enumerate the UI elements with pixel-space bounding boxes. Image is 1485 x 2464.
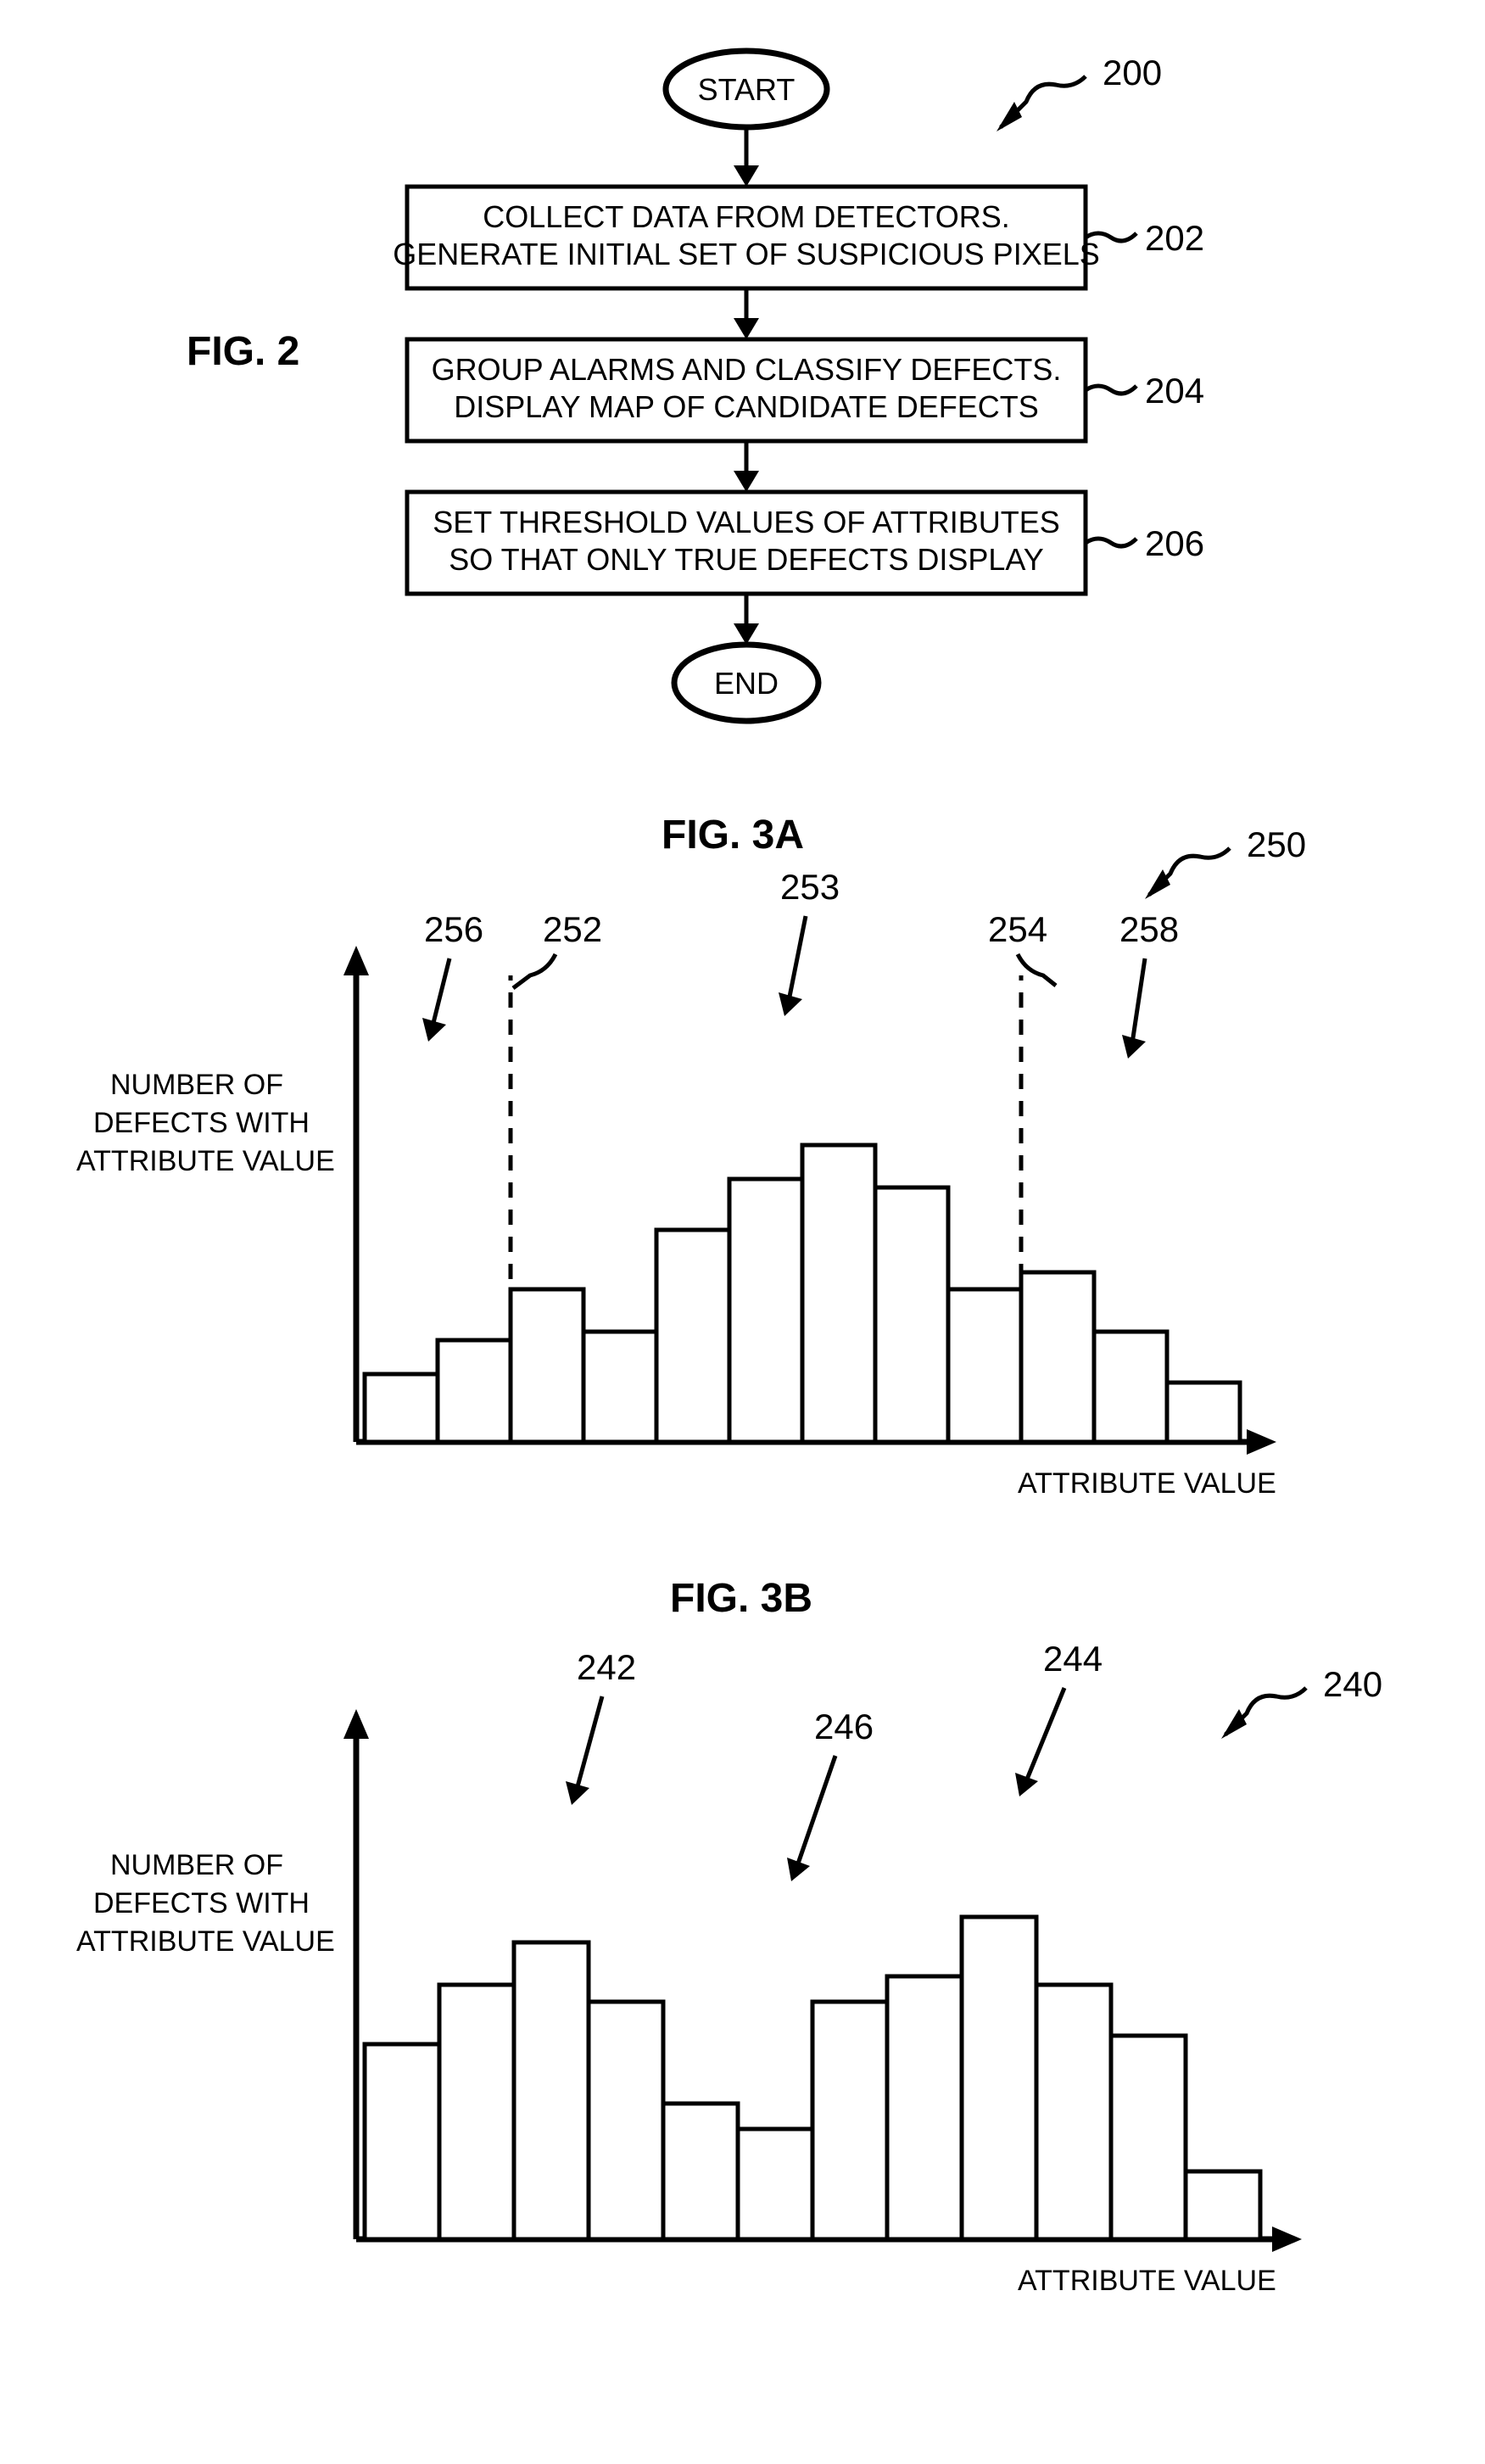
fig3a-bar bbox=[438, 1340, 511, 1442]
fig3a-bar bbox=[948, 1289, 1021, 1442]
svg-text:250: 250 bbox=[1247, 824, 1306, 864]
fig3a-bars bbox=[365, 1145, 1240, 1442]
fig3a-bar bbox=[1094, 1332, 1167, 1442]
svg-text:246: 246 bbox=[814, 1707, 874, 1746]
fig3a-bar bbox=[365, 1374, 438, 1442]
svg-text:ATTRIBUTE VALUE: ATTRIBUTE VALUE bbox=[76, 1145, 335, 1177]
fig2-label: FIG. 2 bbox=[187, 329, 299, 374]
svg-text:206: 206 bbox=[1145, 523, 1204, 563]
fig3b-ref-246: 246 bbox=[787, 1707, 874, 1881]
svg-text:NUMBER OF: NUMBER OF bbox=[110, 1069, 283, 1101]
fig3b-bar bbox=[738, 2129, 812, 2239]
fig3a-label: FIG. 3A bbox=[662, 813, 804, 858]
fig3b-bar bbox=[1186, 2171, 1260, 2239]
fig3b-bar bbox=[887, 1976, 962, 2239]
svg-text:258: 258 bbox=[1119, 909, 1179, 949]
fig3a-ref-252: 252 bbox=[513, 909, 602, 988]
fig3b-chart: FIG. 3B 240 242 246 244 bbox=[76, 1576, 1382, 2297]
fig3a-ylabel: NUMBER OF DEFECTS WITH ATTRIBUTE VALUE bbox=[76, 1069, 335, 1177]
fig3a-ref-254: 254 bbox=[988, 909, 1056, 986]
fig3a-bar bbox=[802, 1145, 875, 1442]
fig3b-ylabel: NUMBER OF DEFECTS WITH ATTRIBUTE VALUE bbox=[76, 1849, 335, 1958]
fig2-flowchart: FIG. 2 START 200 COLLECT DATA FROM DETEC… bbox=[187, 51, 1204, 721]
svg-text:253: 253 bbox=[780, 867, 840, 907]
fig3b-ref-244: 244 bbox=[1015, 1639, 1103, 1796]
fig2-step-2-line2: DISPLAY MAP OF CANDIDATE DEFECTS bbox=[454, 389, 1038, 424]
fig3b-bar bbox=[812, 2002, 887, 2239]
fig3b-bar bbox=[1036, 1985, 1111, 2239]
svg-text:256: 256 bbox=[424, 909, 483, 949]
fig3a-ref-253: 253 bbox=[779, 867, 840, 1016]
fig2-step-3-line1: SET THRESHOLD VALUES OF ATTRIBUTES bbox=[433, 505, 1060, 539]
fig3a-xlabel: ATTRIBUTE VALUE bbox=[1018, 1467, 1276, 1500]
fig2-arrow-1-to-2 bbox=[734, 288, 759, 339]
fig3a-bar bbox=[511, 1289, 583, 1442]
svg-text:252: 252 bbox=[543, 909, 602, 949]
fig3a-ref-250: 250 bbox=[1145, 824, 1306, 899]
fig2-arrow-2-to-3 bbox=[734, 441, 759, 492]
fig3a-bar bbox=[583, 1332, 656, 1442]
fig3b-bar bbox=[365, 2044, 439, 2239]
svg-text:244: 244 bbox=[1043, 1639, 1103, 1679]
fig2-ref-204: 204 bbox=[1086, 371, 1204, 411]
svg-text:204: 204 bbox=[1145, 371, 1204, 411]
fig3a-bar bbox=[656, 1230, 729, 1442]
fig3b-bar bbox=[439, 1985, 514, 2239]
svg-text:DEFECTS WITH: DEFECTS WITH bbox=[93, 1107, 310, 1139]
svg-text:202: 202 bbox=[1145, 218, 1204, 258]
fig3a-bar bbox=[1167, 1383, 1240, 1442]
fig2-arrow-start-to-1 bbox=[734, 127, 759, 187]
svg-text:254: 254 bbox=[988, 909, 1047, 949]
fig3a-chart: FIG. 3A 250 256 252 bbox=[76, 813, 1306, 1500]
fig2-step-2-line1: GROUP ALARMS AND CLASSIFY DEFECTS. bbox=[432, 352, 1062, 387]
fig2-start-text: START bbox=[698, 72, 796, 107]
fig3b-ref-240: 240 bbox=[1221, 1664, 1382, 1739]
fig3b-bar bbox=[962, 1917, 1036, 2239]
fig3a-ref-258: 258 bbox=[1119, 909, 1179, 1059]
svg-text:DEFECTS WITH: DEFECTS WITH bbox=[93, 1887, 310, 1919]
fig3b-ref-242: 242 bbox=[566, 1647, 636, 1805]
fig2-end-text: END bbox=[714, 666, 779, 701]
fig2-ref-206: 206 bbox=[1086, 523, 1204, 563]
svg-text:NUMBER OF: NUMBER OF bbox=[110, 1849, 283, 1881]
fig2-ref-202: 202 bbox=[1086, 218, 1204, 258]
svg-text:242: 242 bbox=[577, 1647, 636, 1687]
fig2-ref-200: 200 bbox=[997, 53, 1162, 131]
svg-text:ATTRIBUTE VALUE: ATTRIBUTE VALUE bbox=[76, 1925, 335, 1958]
fig3b-label: FIG. 3B bbox=[670, 1576, 812, 1621]
svg-text:240: 240 bbox=[1323, 1664, 1382, 1704]
fig3b-bar bbox=[589, 2002, 663, 2239]
fig3a-ref-256: 256 bbox=[422, 909, 483, 1042]
fig2-step-3-line2: SO THAT ONLY TRUE DEFECTS DISPLAY bbox=[449, 542, 1044, 577]
fig3a-bar bbox=[875, 1187, 948, 1442]
fig2-arrow-3-to-end bbox=[734, 594, 759, 645]
fig3b-bars bbox=[365, 1917, 1260, 2239]
svg-text:200: 200 bbox=[1103, 53, 1162, 92]
fig3b-xlabel: ATTRIBUTE VALUE bbox=[1018, 2265, 1276, 2297]
fig3a-bar bbox=[729, 1179, 802, 1442]
fig3a-bar bbox=[1021, 1272, 1094, 1442]
fig3b-bar bbox=[1111, 2036, 1186, 2239]
fig3b-bar bbox=[514, 1942, 589, 2239]
fig2-step-1-line2: GENERATE INITIAL SET OF SUSPICIOUS PIXEL… bbox=[393, 237, 1100, 271]
fig3b-bar bbox=[663, 2104, 738, 2239]
fig2-step-1-line1: COLLECT DATA FROM DETECTORS. bbox=[483, 199, 1009, 234]
